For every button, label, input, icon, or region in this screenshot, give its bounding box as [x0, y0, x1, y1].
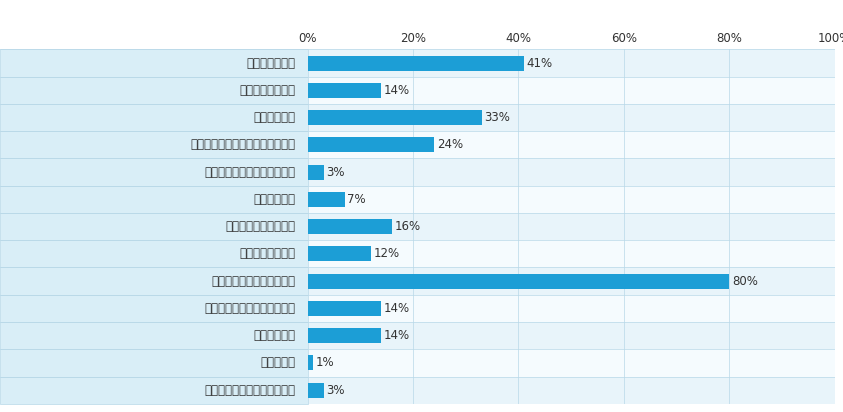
Bar: [308, 83, 381, 98]
Text: 省エネ型の照明方式の導入等: 省エネ型の照明方式の導入等: [204, 302, 295, 315]
Text: 3%: 3%: [326, 384, 345, 397]
Bar: [308, 131, 835, 159]
Bar: [308, 328, 381, 343]
Text: 給湯器の更新: 給湯器の更新: [254, 193, 295, 206]
FancyBboxPatch shape: [0, 131, 308, 159]
Text: 熱源機の更新等: 熱源機の更新等: [246, 56, 295, 70]
Bar: [308, 104, 835, 131]
Text: 搜送設備の更新等: 搜送設備の更新等: [239, 84, 295, 97]
Text: 24%: 24%: [437, 138, 463, 151]
Text: 41%: 41%: [526, 56, 552, 70]
Text: 断熱性向上等: 断熱性向上等: [254, 329, 295, 342]
Text: 14%: 14%: [384, 329, 411, 342]
FancyBboxPatch shape: [0, 322, 308, 349]
FancyBboxPatch shape: [0, 295, 308, 322]
FancyBboxPatch shape: [0, 77, 308, 104]
Bar: [308, 383, 324, 398]
Bar: [308, 322, 835, 349]
Text: 14%: 14%: [384, 302, 411, 315]
FancyBboxPatch shape: [0, 377, 308, 404]
Text: 建物（その他の設備更新等）: 建物（その他の設備更新等）: [204, 384, 295, 397]
Text: 7%: 7%: [347, 193, 366, 206]
Bar: [308, 186, 835, 213]
FancyBboxPatch shape: [0, 49, 308, 77]
Text: 80%: 80%: [732, 275, 758, 288]
Bar: [308, 349, 835, 377]
Bar: [308, 56, 524, 70]
Bar: [308, 274, 729, 289]
Text: 空調機の更新: 空調機の更新: [254, 111, 295, 124]
Bar: [308, 165, 324, 180]
Bar: [308, 295, 835, 322]
Bar: [308, 301, 381, 316]
Text: 3%: 3%: [326, 166, 345, 178]
FancyBboxPatch shape: [0, 240, 308, 267]
Bar: [308, 137, 434, 152]
Text: 1%: 1%: [315, 356, 334, 370]
Bar: [308, 77, 835, 104]
FancyBboxPatch shape: [0, 349, 308, 377]
Bar: [308, 246, 371, 261]
Text: 16%: 16%: [395, 220, 421, 233]
Bar: [308, 213, 835, 240]
Bar: [308, 219, 392, 234]
Bar: [308, 267, 835, 295]
Text: 33%: 33%: [484, 111, 510, 124]
Text: 建物の緑化: 建物の緑化: [260, 356, 295, 370]
Text: 再エネ電源の導入: 再エネ電源の導入: [239, 247, 295, 260]
Bar: [308, 356, 313, 370]
Text: ランプ・照明器具の更新等: ランプ・照明器具の更新等: [212, 275, 295, 288]
Bar: [308, 49, 835, 77]
FancyBboxPatch shape: [0, 267, 308, 295]
Text: 14%: 14%: [384, 84, 411, 97]
FancyBboxPatch shape: [0, 213, 308, 240]
FancyBboxPatch shape: [0, 159, 308, 186]
Text: 受変配電機器の更新等: 受変配電機器の更新等: [225, 220, 295, 233]
Bar: [308, 159, 835, 186]
FancyBboxPatch shape: [0, 104, 308, 131]
FancyBboxPatch shape: [0, 186, 308, 213]
Bar: [308, 110, 481, 125]
Bar: [308, 240, 835, 267]
Text: 12%: 12%: [373, 247, 400, 260]
Bar: [308, 192, 345, 207]
Bar: [308, 377, 835, 404]
Text: 給排水（周辺機器の更新等）: 給排水（周辺機器の更新等）: [204, 166, 295, 178]
Text: 空調・換気（周辺機器の更新等）: 空調・換気（周辺機器の更新等）: [191, 138, 295, 151]
